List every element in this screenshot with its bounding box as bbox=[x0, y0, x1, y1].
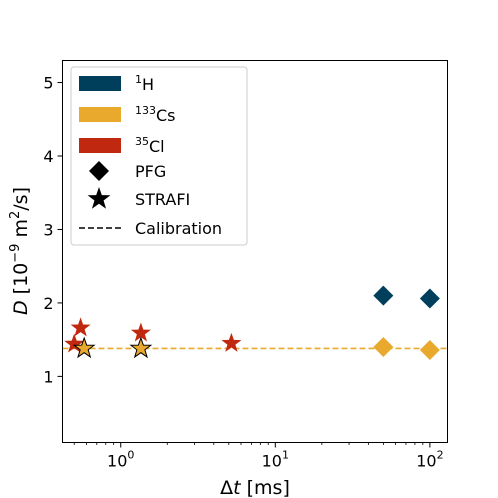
x-axis-label: Δt [ms] bbox=[220, 477, 290, 498]
x-tick-label-exp-1: 1 bbox=[282, 449, 289, 462]
strafi-point-cl35-2 bbox=[130, 322, 151, 342]
strafi-point-cl35-1 bbox=[70, 317, 91, 337]
legend-label-cs133-element: Cs bbox=[156, 106, 176, 125]
strafi-point-cs133-1 bbox=[129, 336, 153, 359]
strafi-point-cs133-0 bbox=[72, 336, 96, 359]
plot-frame bbox=[62, 60, 448, 443]
legend-label-cl35-isotope: 35 bbox=[135, 135, 149, 148]
strafi-point-cl35-0 bbox=[64, 333, 85, 353]
legend-star-marker bbox=[87, 187, 111, 209]
x-axis-label-variable: t bbox=[233, 477, 242, 498]
legend-label-cl35-element: Cl bbox=[149, 137, 165, 156]
legend-swatch-h1 bbox=[79, 76, 121, 91]
x-tick-label-2: 102 bbox=[416, 449, 443, 471]
strafi-point-cl35-3 bbox=[221, 332, 242, 352]
pfg-point-cs133-1 bbox=[419, 339, 440, 360]
x-tick-label-base-0: 10 bbox=[107, 452, 127, 471]
y-tick-label-4: 5 bbox=[43, 74, 53, 93]
legend-label-calibration: Calibration bbox=[135, 219, 222, 238]
pfg-point-cs133-0 bbox=[373, 337, 394, 357]
y-tick-label-2: 3 bbox=[43, 220, 53, 239]
y-tick-label-3: 4 bbox=[43, 147, 53, 166]
y-axis-ticks: 1 2 3 4 5 bbox=[43, 74, 63, 386]
x-tick-label-0: 100 bbox=[107, 449, 134, 471]
legend: 1H 133Cs 35Cl PFG STRAFI Calibration bbox=[70, 66, 248, 246]
y-axis-label-variable: D bbox=[10, 300, 32, 315]
y-axis-label-exponent: −9 bbox=[8, 244, 23, 263]
x-tick-label-base-2: 10 bbox=[416, 452, 436, 471]
legend-diamond-marker bbox=[89, 161, 109, 181]
plot-area bbox=[62, 285, 448, 360]
x-tick-label-1: 101 bbox=[262, 449, 289, 471]
y-axis-label-exponent-2: 2 bbox=[8, 211, 23, 219]
legend-label-h1-isotope: 1 bbox=[135, 73, 142, 86]
y-tick-label-1: 2 bbox=[43, 294, 53, 313]
legend-label-h1-element: H bbox=[142, 75, 154, 94]
legend-label-pfg: PFG bbox=[135, 162, 166, 181]
legend-swatch-cs133 bbox=[79, 107, 121, 122]
x-axis-ticks: 100 101 102 bbox=[73, 442, 444, 471]
x-tick-label-exp-2: 2 bbox=[437, 449, 444, 462]
y-tick-label-0: 1 bbox=[43, 367, 53, 386]
x-axis-label-unit: [ms] bbox=[241, 477, 290, 498]
x-tick-label-base-1: 10 bbox=[262, 452, 282, 471]
legend-swatch-cl35 bbox=[79, 138, 121, 153]
legend-label-h1: 1H bbox=[135, 73, 154, 94]
y-axis-label-close: /s] bbox=[10, 187, 32, 211]
pfg-point-h1-1 bbox=[419, 288, 440, 309]
legend-label-cs133-isotope: 133 bbox=[135, 104, 156, 117]
legend-label-cs133: 133Cs bbox=[135, 104, 176, 125]
pfg-point-h1-0 bbox=[373, 285, 394, 306]
y-axis-label-open: [10 bbox=[10, 263, 32, 301]
x-tick-label-exp-0: 0 bbox=[127, 449, 134, 462]
y-axis-label: D [10−9 m2/s] bbox=[8, 187, 32, 315]
y-axis-label-mid: m bbox=[10, 219, 32, 244]
legend-label-cl35: 35Cl bbox=[135, 135, 165, 156]
legend-label-strafi: STRAFI bbox=[135, 190, 190, 209]
x-axis-label-prefix: Δ bbox=[220, 477, 233, 498]
